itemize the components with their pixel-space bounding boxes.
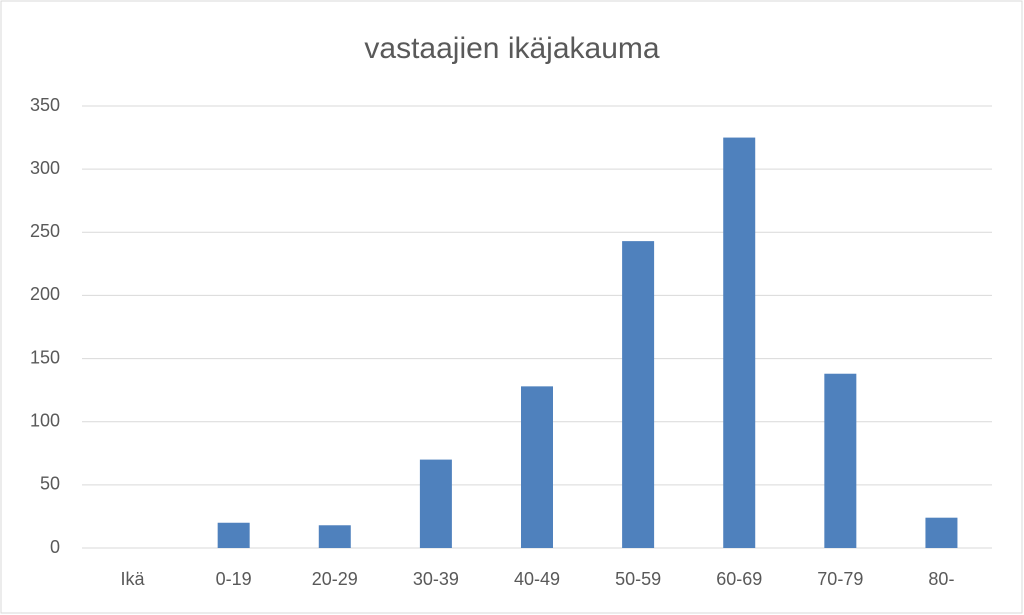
- x-tick-label: 60-69: [716, 569, 762, 589]
- x-tick-label: 50-59: [615, 569, 661, 589]
- x-tick-label: Ikä: [121, 569, 146, 589]
- y-tick-label: 350: [30, 95, 60, 115]
- y-tick-label: 0: [50, 537, 60, 557]
- y-tick-label: 100: [30, 410, 60, 430]
- bar: [622, 241, 655, 548]
- y-tick-label: 300: [30, 158, 60, 178]
- bar: [217, 522, 250, 548]
- bar: [925, 517, 958, 548]
- bar: [824, 373, 857, 548]
- y-tick-label: 200: [30, 284, 60, 304]
- y-tick-label: 150: [30, 347, 60, 367]
- x-tick-label: 70-79: [817, 569, 863, 589]
- chart-title: vastaajien ikäjakauma: [364, 32, 659, 65]
- bar: [521, 386, 553, 548]
- bar: [318, 525, 351, 548]
- bar: [419, 459, 452, 548]
- y-tick-label: 50: [40, 474, 60, 494]
- y-tick-label: 250: [30, 221, 60, 241]
- x-tick-label: 80-: [928, 569, 954, 589]
- x-tick-label: 0-19: [216, 569, 252, 589]
- x-tick-label: 30-39: [413, 569, 459, 589]
- x-tick-label: 40-49: [514, 569, 560, 589]
- x-tick-label: 20-29: [312, 569, 358, 589]
- bar: [723, 137, 756, 549]
